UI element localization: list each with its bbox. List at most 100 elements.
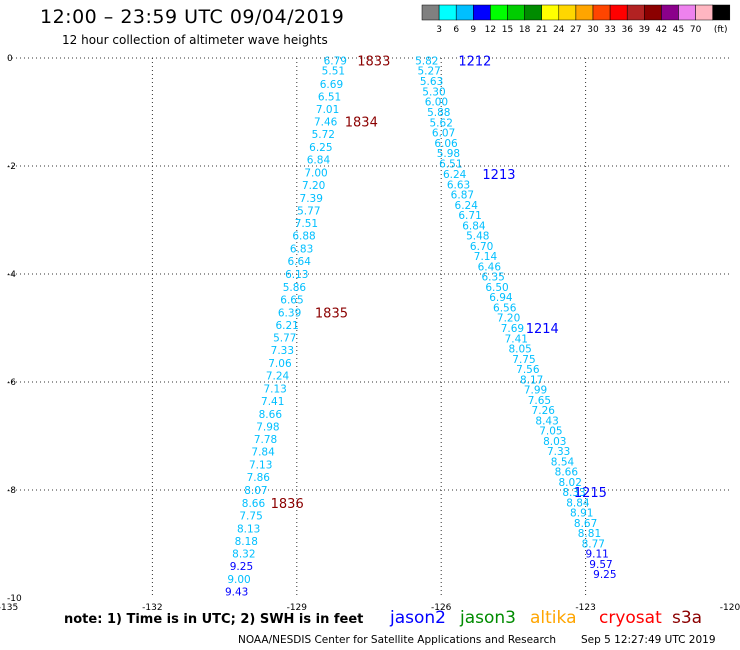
longitude-tick-label: -135: [0, 603, 18, 610]
swh-value: 6.13: [285, 269, 308, 281]
swh-value: 6.24: [455, 200, 479, 212]
swh-value: 6.79: [324, 56, 347, 68]
color-scale-label: 6: [453, 25, 459, 35]
swh-value: 6.50: [485, 282, 508, 294]
longitude-tick-label: -120: [720, 603, 740, 610]
swh-value: 7.05: [539, 426, 562, 438]
latitude-tick-label: 0: [7, 54, 13, 64]
swh-value: 8.43: [535, 415, 558, 427]
latitude-tick-label: -2: [7, 162, 16, 172]
color-scale-label: 39: [639, 25, 651, 35]
swh-value: 6.07: [432, 128, 455, 140]
color-swatch: [712, 4, 731, 21]
color-scale-label: 42: [656, 25, 667, 35]
swh-value: 5.27: [417, 65, 440, 77]
pass-number-label: 1835: [315, 306, 348, 321]
swh-value: 7.41: [505, 333, 528, 345]
latitude-tick-label: -4: [7, 270, 16, 280]
swh-value: 8.32: [232, 549, 255, 561]
map-title: 12:00 – 23:59 UTC 09/04/2019: [40, 6, 345, 28]
color-scale-label: (ft): [714, 25, 728, 35]
swh-value: 7.14: [474, 251, 498, 263]
swh-value: 6.46: [478, 261, 502, 273]
swh-value: 5.30: [422, 86, 445, 98]
swh-value: 6.84: [462, 220, 486, 232]
swh-value: 6.84: [307, 155, 331, 167]
swh-value: 7.99: [524, 385, 547, 397]
units-note: note: 1) Time is in UTC; 2) SWH is in fe…: [64, 612, 364, 627]
swh-value: 7.13: [249, 460, 272, 472]
longitude-tick-label: -129: [287, 603, 308, 610]
swh-value: 6.71: [458, 210, 481, 222]
swh-value: 6.00: [425, 97, 448, 109]
swh-value: 7.20: [497, 313, 520, 325]
generated-timestamp: Sep 5 12:27:49 UTC 2019: [581, 634, 716, 646]
swh-value: 8.84: [566, 497, 590, 509]
swh-value: 8.66: [555, 467, 579, 479]
latitude-tick-label: -10: [7, 594, 22, 604]
swh-value: 6.06: [434, 138, 458, 150]
pass-labels: 1833 1834 1835 1836 1212 1213 1214 1215: [271, 55, 607, 512]
color-scale-label: 36: [621, 25, 633, 35]
color-scale-label: 30: [587, 25, 599, 35]
swh-value: 6.83: [290, 244, 313, 256]
swh-value: 8.81: [578, 528, 601, 540]
swh-value: 8.07: [244, 485, 267, 497]
swh-value: 6.51: [318, 91, 341, 103]
swh-value: 5.62: [430, 117, 453, 129]
pass-number-label: 1213: [482, 168, 515, 183]
pass-number-label: 1833: [357, 55, 390, 70]
swh-value: 7.46: [314, 117, 338, 129]
swh-value: 5.82: [415, 56, 438, 68]
swh-value: 7.01: [316, 104, 339, 116]
swh-value: 5.63: [420, 76, 443, 88]
swh-value: 7.13: [263, 383, 286, 395]
swh-value: 5.51: [322, 65, 345, 77]
swh-value: 5.72: [312, 129, 335, 141]
legend-jason3: jason3: [460, 608, 516, 628]
swh-value: 6.88: [292, 231, 315, 243]
color-scale-label: 12: [485, 25, 496, 35]
swh-value: 6.51: [439, 158, 462, 170]
swh-value: 7.84: [251, 447, 275, 459]
color-scale-label: 3: [436, 25, 442, 35]
swh-value: 6.70: [470, 241, 493, 253]
swh-value: 5.48: [466, 231, 489, 243]
pass-number-label: 1836: [271, 497, 304, 512]
color-scale-label: 45: [673, 25, 684, 35]
longitude-tick-label: -132: [142, 603, 162, 610]
color-scale-label: 24: [553, 25, 565, 35]
longitude-tick-label: -123: [575, 603, 595, 610]
swh-value: 8.02: [559, 477, 582, 489]
swh-value: 6.24: [443, 169, 467, 181]
pass-number-label: 1834: [345, 116, 378, 131]
color-scale-label: 70: [690, 25, 702, 35]
wave-height-map: -135 -132 -129 -126 -123 -120 0 -2 -4 -6 -8 -10 6.7…: [0, 54, 740, 610]
swh-value: 7.65: [528, 395, 551, 407]
swh-value: 8.77: [582, 538, 605, 550]
swh-value: 7.41: [261, 396, 284, 408]
swh-value: 6.35: [481, 272, 504, 284]
legend-s3a: s3a: [672, 608, 703, 628]
swh-value: 7.98: [256, 421, 279, 433]
legend-cryosat: cryosat: [599, 608, 662, 628]
swh-value: 6.56: [493, 302, 517, 314]
swh-value: 7.24: [266, 371, 290, 383]
swh-value: 9.25: [593, 569, 616, 581]
swh-value: 6.94: [489, 292, 513, 304]
legend-jason2: jason2: [390, 608, 446, 628]
pass-number-label: 1214: [526, 322, 559, 337]
swh-value: 8.18: [235, 536, 258, 548]
swh-value: 9.00: [227, 574, 250, 586]
swh-value: 7.56: [516, 364, 540, 376]
swh-value: 8.17: [520, 374, 543, 386]
color-scale-label: 21: [536, 25, 547, 35]
swh-value: 8.66: [259, 409, 283, 421]
swh-value: 5.77: [273, 333, 296, 345]
swh-value: 7.06: [268, 358, 292, 370]
legend-altika: altika: [530, 608, 577, 628]
color-scale-label: 9: [470, 25, 476, 35]
swh-value: 7.26: [532, 405, 556, 417]
swh-value: 6.39: [278, 307, 301, 319]
swh-value: 5.86: [283, 282, 307, 294]
